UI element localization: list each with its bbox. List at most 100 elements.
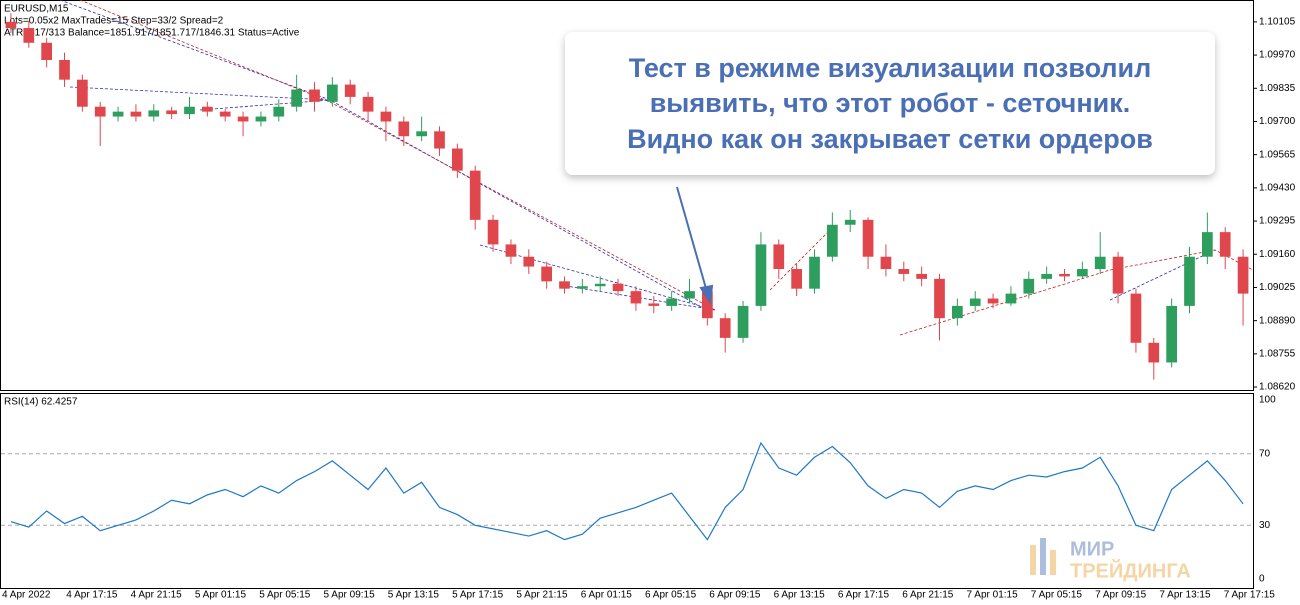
candle-body	[237, 116, 249, 122]
candle-body	[505, 244, 517, 257]
candle-body	[844, 219, 856, 225]
candle-body	[469, 170, 481, 220]
candle-body	[380, 111, 392, 122]
rsi-line	[10, 441, 1244, 541]
price-pane	[0, 0, 1254, 391]
y-tick-label: 1.09025	[1259, 282, 1296, 293]
y-tick-label: 1.08890	[1259, 315, 1296, 326]
x-tick-label: 6 Apr 13:15	[774, 590, 826, 600]
y-tick-label: 0	[1259, 574, 1265, 585]
candle-body	[166, 110, 177, 115]
candle-body	[719, 318, 731, 338]
x-tick-label: 6 Apr 21:15	[902, 590, 954, 600]
candle-body	[1148, 342, 1160, 363]
candle-body	[148, 110, 160, 117]
candle-body	[219, 111, 231, 117]
candle-body	[59, 60, 70, 80]
candle-body	[398, 121, 410, 137]
candle-body	[202, 106, 213, 112]
x-tick-label: 4 Apr 17:15	[66, 590, 118, 600]
candle-body	[755, 244, 767, 306]
plot: 1.10105 1.09970 1.09835 1.09700 1.09565 1.094…	[1, 13, 1296, 601]
candle-body	[594, 283, 606, 287]
candle-body	[612, 283, 624, 292]
candle-body	[94, 106, 106, 117]
candle-body	[987, 298, 999, 304]
candle-body	[541, 266, 552, 282]
candle-body	[487, 219, 499, 245]
candle-body	[1184, 256, 1195, 306]
x-tick-label: 5 Apr 17:15	[452, 590, 504, 600]
x-tick-label: 4 Apr 21:15	[131, 590, 183, 600]
candle-body	[130, 111, 142, 117]
candle-body	[362, 96, 374, 112]
candle-body	[77, 79, 88, 107]
candle-body	[273, 106, 285, 117]
y-tick-label: 1.10105	[1259, 17, 1296, 28]
x-tick-label: 6 Apr 09:15	[709, 590, 761, 600]
symbol-label: EURUSD,M15	[4, 4, 69, 15]
y-tick-label: 1.09700	[1259, 116, 1296, 127]
candle-body	[452, 148, 463, 171]
x-tick-label: 5 Apr 13:15	[388, 590, 440, 600]
candle-body	[1219, 232, 1231, 257]
candle-body	[702, 291, 713, 319]
y-tick-label: 1.08755	[1259, 348, 1296, 359]
annotation-arrow	[676, 186, 714, 305]
y-tick-label: 70	[1259, 448, 1271, 459]
y-tick-label: 1.09565	[1259, 149, 1296, 160]
candle-body	[737, 305, 749, 338]
candle-body	[684, 291, 695, 299]
x-tick-label: 4 Apr 2022	[2, 590, 51, 600]
candle-body	[648, 303, 660, 306]
y-tick-label: 1.09295	[1259, 216, 1296, 227]
x-tick-label: 5 Apr 01:15	[195, 590, 247, 600]
candle-body	[434, 131, 445, 149]
candle-body	[577, 286, 588, 289]
info-line: ATR=817/313 Balance=1851.917/1851.717/18…	[4, 28, 300, 39]
candle-body	[1202, 232, 1213, 257]
annotation-line: Видно как он закрывает сетки ордеров	[627, 124, 1153, 154]
x-tick-label: 6 Apr 01:15	[581, 590, 633, 600]
candle-body	[898, 269, 910, 274]
watermark: МИР ТРЕЙДИНГА	[1030, 538, 1191, 582]
x-tick-label: 7 Apr 17:15	[1224, 590, 1276, 600]
annotation-box	[565, 32, 1215, 175]
candle-body	[969, 298, 981, 306]
candle-body	[630, 291, 642, 304]
rsi-pane	[0, 393, 1254, 589]
candle-body	[291, 89, 302, 107]
annotation-line: Тест в режиме визуализации позволил	[629, 53, 1152, 83]
x-tick-label: 7 Apr 13:15	[1159, 590, 1211, 600]
x-tick-label: 6 Apr 05:15	[645, 590, 697, 600]
candle-body	[416, 131, 427, 137]
rsi-title: RSI(14) 62.4257	[4, 397, 78, 408]
candle-body	[952, 305, 963, 319]
candle-body	[1059, 273, 1070, 277]
candle-body	[327, 84, 338, 102]
candle-body	[184, 106, 195, 115]
candle-body	[1041, 273, 1052, 279]
y-tick-label: 1.08620	[1259, 382, 1296, 393]
candle-body	[1094, 256, 1106, 270]
candle-body	[1005, 293, 1017, 304]
candle-body	[5, 21, 17, 29]
info-line: Lots=0.05x2 MaxTrades=15 Step=33/2 Sprea…	[4, 16, 224, 27]
watermark-text: ТРЕЙДИНГА	[1070, 558, 1191, 582]
candle-body	[934, 278, 945, 319]
candle-body	[1023, 278, 1035, 294]
y-tick-label: 1.09430	[1259, 183, 1296, 194]
candle-body	[255, 116, 267, 122]
candle-body	[112, 111, 124, 117]
y-tick-label: 1.09835	[1259, 83, 1296, 94]
x-tick-label: 5 Apr 21:15	[516, 590, 568, 600]
x-tick-label: 5 Apr 05:15	[259, 590, 311, 600]
candle-body	[773, 244, 785, 270]
y-tick-label: 30	[1259, 520, 1271, 531]
x-tick-label: 7 Apr 05:15	[1031, 590, 1083, 600]
candle-body	[1166, 305, 1177, 363]
candle-body	[523, 256, 535, 267]
candle-body	[1077, 269, 1088, 277]
candle-body	[309, 89, 320, 102]
candle-body	[791, 269, 802, 289]
